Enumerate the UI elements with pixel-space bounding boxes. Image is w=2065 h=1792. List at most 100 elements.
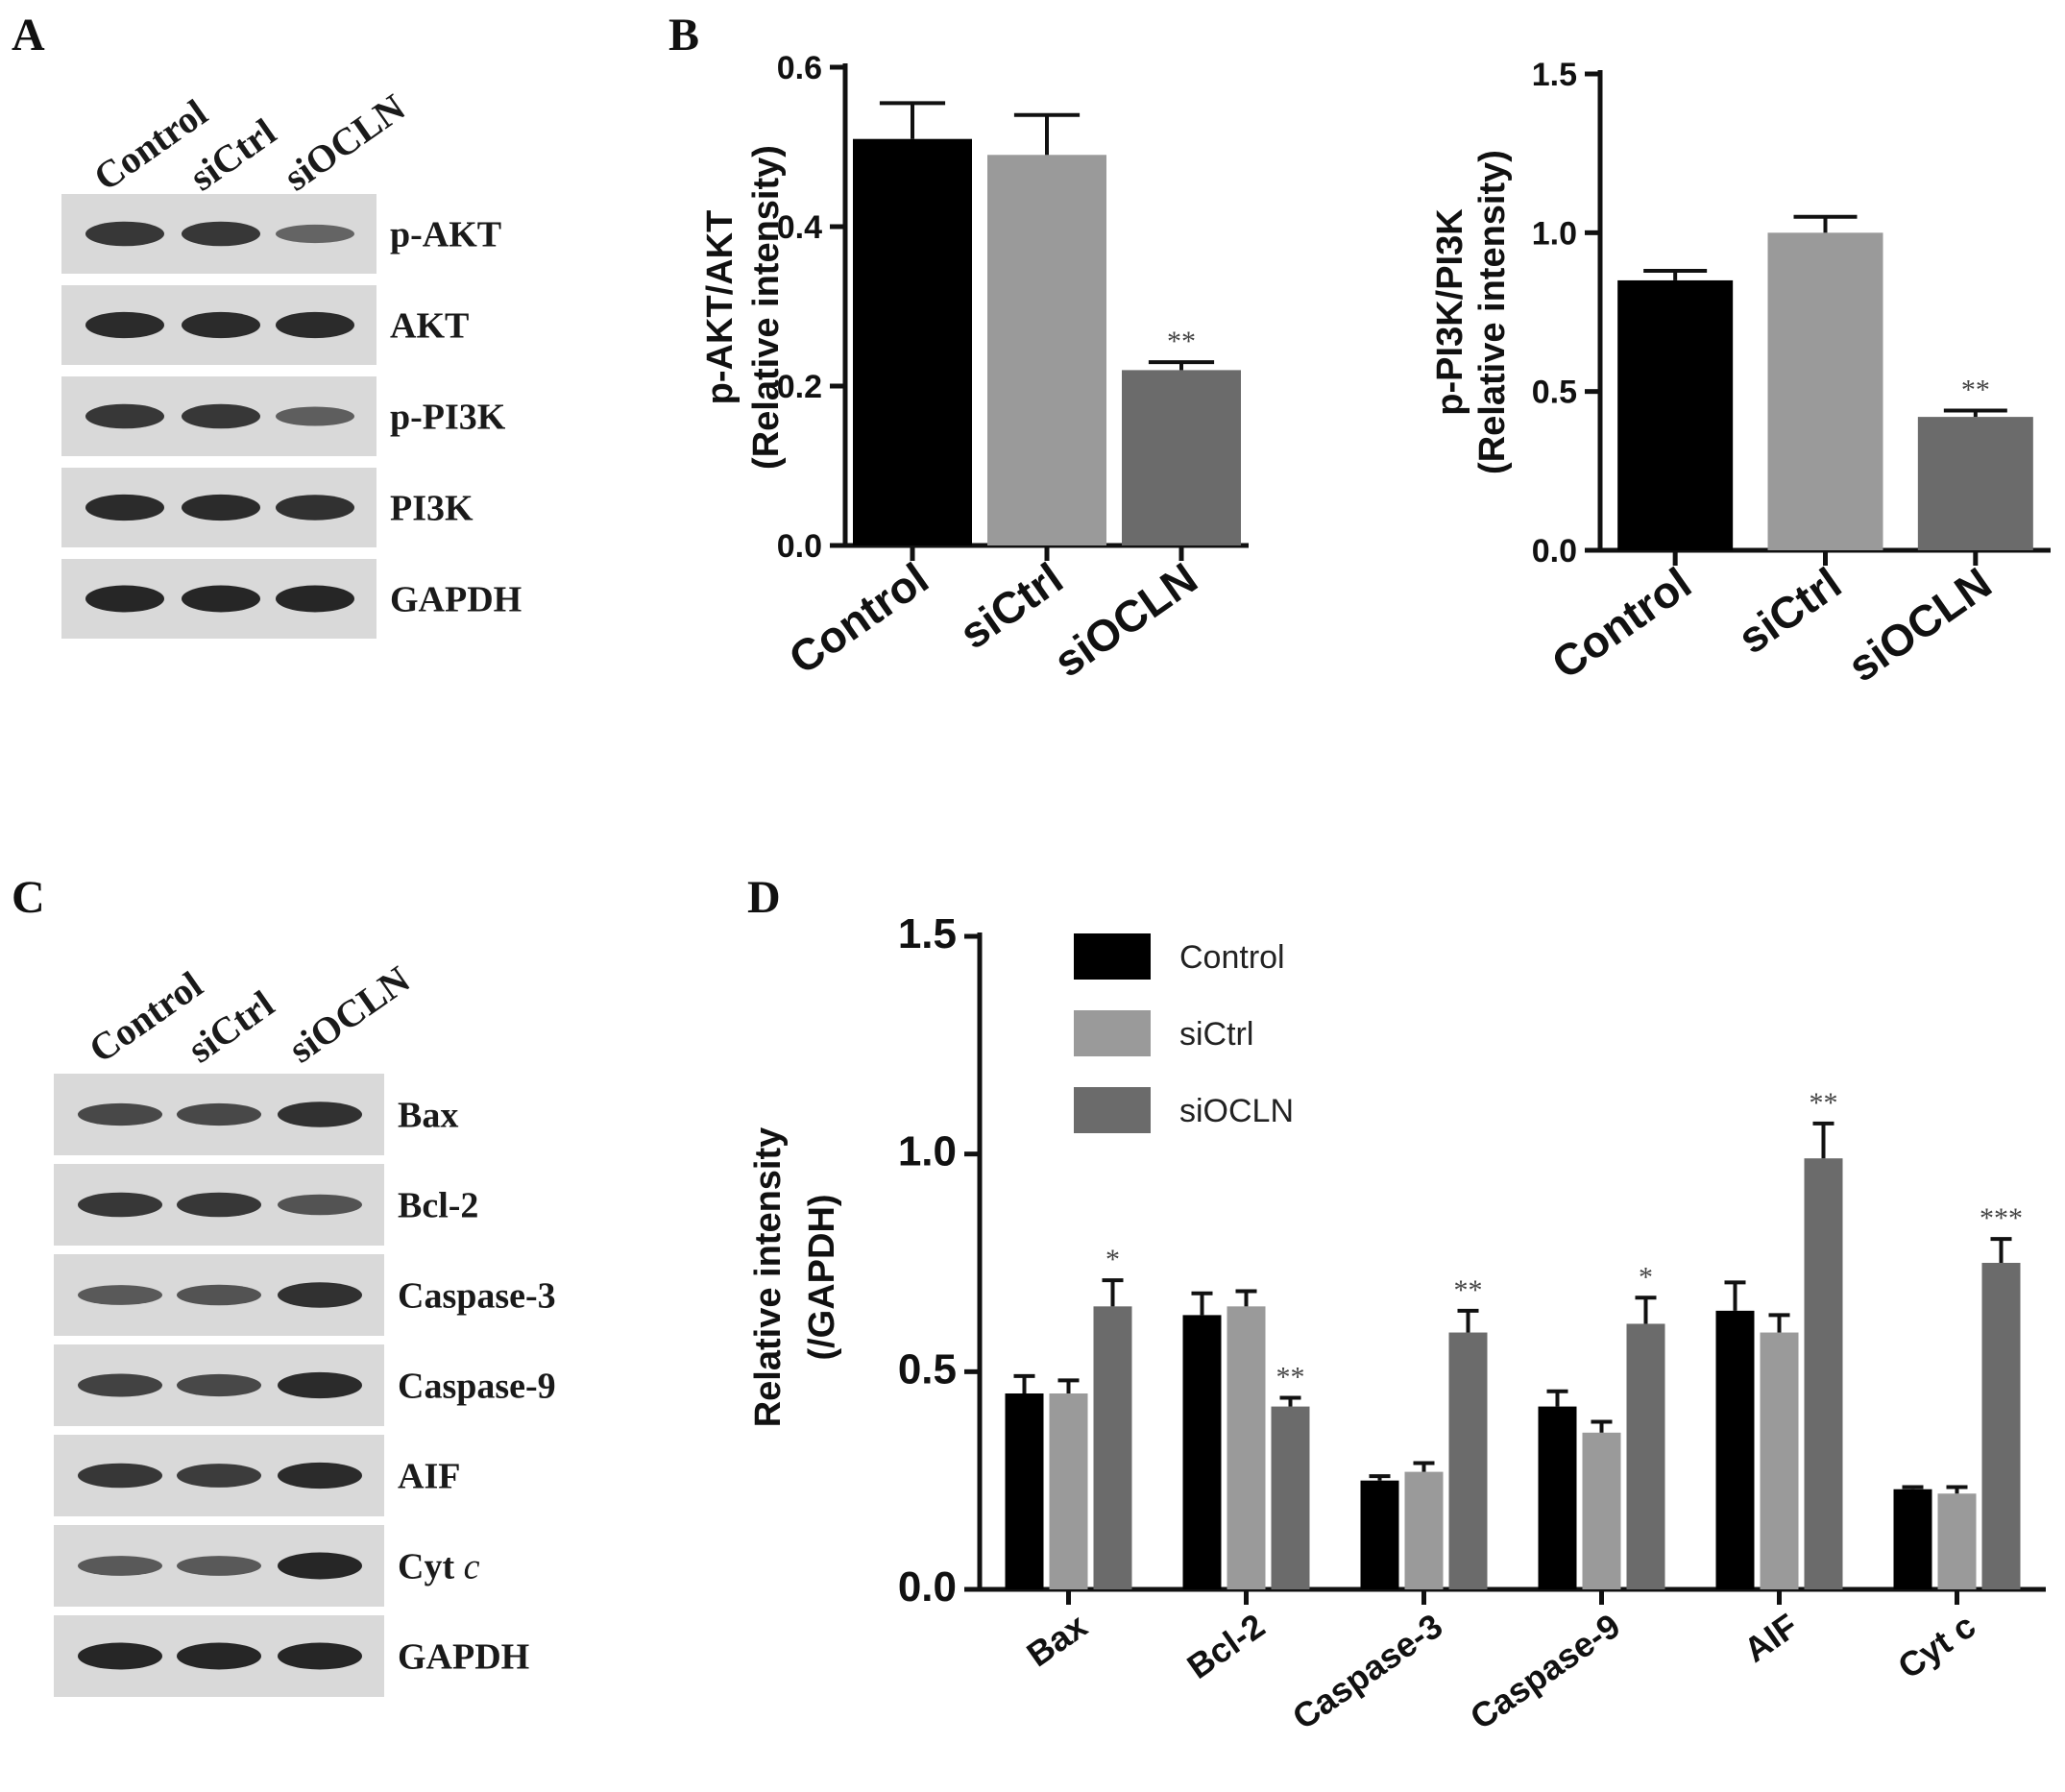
bar-cyt-c-control — [1893, 1489, 1932, 1589]
significance-cyt-c: *** — [1980, 1202, 2023, 1234]
bar-siocln — [1122, 370, 1241, 545]
lane-label-control: Control — [81, 962, 209, 1071]
significance-aif: ** — [1810, 1087, 1838, 1119]
band-gapdh-control — [85, 585, 164, 613]
protein-label-p-akt: p-AKT — [390, 215, 501, 255]
x-tick-label-control: Control — [1543, 558, 1700, 689]
y-tick-label-2: 1.0 — [898, 1128, 957, 1175]
significance-bax: * — [1105, 1244, 1120, 1275]
band-gapdh-control — [78, 1642, 162, 1670]
x-tick-label-caspase-3: Caspase-3 — [1285, 1606, 1449, 1737]
y-tick-label-3: 0.6 — [777, 50, 822, 86]
band-p-akt-sictrl — [182, 221, 260, 247]
bar-bcl-2-sictrl — [1227, 1306, 1266, 1589]
x-tick-label-sictrl: siCtrl — [1729, 558, 1850, 664]
panel-label-b: B — [668, 10, 699, 61]
protein-label-p-pi3k: p-PI3K — [390, 398, 506, 438]
protein-label-main: Cyt — [398, 1547, 464, 1587]
band-gapdh-sictrl — [182, 585, 260, 613]
protein-label-aif: AIF — [398, 1457, 460, 1497]
bar-cyt-c-siocln — [1981, 1263, 2021, 1589]
y-axis-label-line-0: Relative intensity — [748, 1127, 789, 1428]
x-tick-label-cyt-c: Cyt c — [1890, 1606, 1982, 1686]
legend-label-control: Control — [1179, 939, 1285, 976]
y-tick-label-0: 0.0 — [777, 528, 822, 565]
x-tick-label-aif: AIF — [1737, 1606, 1805, 1670]
protein-label-gapdh: GAPDH — [398, 1637, 529, 1678]
y-axis-label-line-1: (Relative intensity) — [1472, 150, 1513, 474]
chart-p-akt: 0.0 0.2 0.4 0.6 p-AKT/AKT (Relative intensity… — [700, 50, 1249, 687]
protein-label-caspase-3: Caspase-3 — [398, 1276, 556, 1317]
significance-caspase-3: ** — [1454, 1274, 1483, 1306]
bar-sictrl — [1767, 232, 1883, 551]
band-akt-sictrl — [182, 311, 260, 339]
protein-label-italic: c — [464, 1547, 480, 1587]
bar-control — [853, 138, 972, 545]
significance-bcl-2: ** — [1276, 1362, 1305, 1393]
bar-aif-control — [1715, 1310, 1755, 1589]
y-tick-label-2: 0.4 — [777, 209, 822, 246]
protein-label-akt: AKT — [390, 306, 469, 347]
bar-caspase-3-siocln — [1448, 1332, 1488, 1589]
protein-label-caspase-9: Caspase-9 — [398, 1367, 556, 1407]
bar-bax-siocln — [1093, 1306, 1132, 1589]
band-caspase-3-sictrl — [177, 1284, 261, 1306]
legend-swatch-siocln — [1074, 1087, 1151, 1133]
legend-swatch-control — [1074, 933, 1151, 980]
band-caspase-9-control — [78, 1373, 162, 1397]
protein-label-pi3k: PI3K — [390, 489, 474, 529]
band-aif-siocln — [278, 1462, 362, 1489]
bar-sictrl — [987, 155, 1106, 546]
legend-label-siocln: siOCLN — [1179, 1093, 1294, 1129]
protein-label-bax: Bax — [398, 1096, 458, 1136]
band-bcl-2-control — [78, 1192, 162, 1218]
bar-bcl-2-siocln — [1271, 1406, 1310, 1589]
band-p-pi3k-siocln — [276, 406, 354, 426]
protein-label-gapdh: GAPDH — [390, 580, 522, 620]
x-tick-label-siocln: siOCLN — [1045, 553, 1206, 687]
band-cyt-c-siocln — [278, 1552, 362, 1580]
protein-label-bcl-2: Bcl-2 — [398, 1186, 478, 1226]
panel-label-a: A — [12, 10, 45, 61]
band-p-pi3k-sictrl — [182, 403, 260, 429]
significance-caspase-9: * — [1639, 1261, 1653, 1293]
bar-siocln — [1917, 417, 2033, 550]
bar-bcl-2-control — [1182, 1315, 1222, 1589]
band-pi3k-control — [85, 494, 164, 521]
legend-swatch-sictrl — [1074, 1010, 1151, 1056]
y-tick-label-0: 0.0 — [1532, 533, 1577, 569]
panel-label-d: D — [747, 872, 781, 923]
x-tick-label-control: Control — [780, 553, 937, 684]
panel-a-western-blot: ControlsiCtrlsiOCLNp-AKTAKTp-PI3KPI3KGAP… — [61, 85, 522, 639]
band-gapdh-siocln — [276, 585, 354, 613]
panel-label-c: C — [12, 872, 45, 923]
y-tick-label-1: 0.5 — [1532, 375, 1577, 411]
bar-caspase-9-sictrl — [1582, 1432, 1621, 1589]
band-gapdh-siocln — [278, 1642, 362, 1670]
y-tick-label-3: 1.5 — [1532, 57, 1577, 93]
bar-caspase-9-control — [1538, 1406, 1577, 1589]
y-tick-label-1: 0.2 — [777, 369, 822, 405]
band-akt-control — [85, 311, 164, 339]
band-p-akt-control — [85, 221, 164, 247]
bar-caspase-3-sictrl — [1404, 1471, 1444, 1589]
chart-apoptosis-proteins: 0.0 0.5 1.0 1.5 Relative intensity (/GAPDH) * B… — [748, 910, 2046, 1737]
significance-siocln: ** — [1167, 326, 1196, 357]
x-tick-label-caspase-9: Caspase-9 — [1463, 1606, 1627, 1737]
significance-siocln: ** — [1961, 375, 1990, 406]
y-axis-label-line-0: p-AKT/AKT — [700, 210, 741, 405]
bar-bax-control — [1005, 1393, 1044, 1589]
band-aif-control — [78, 1463, 162, 1489]
y-axis-label-line-1: (/GAPDH) — [802, 1194, 842, 1360]
band-akt-siocln — [276, 311, 354, 339]
band-cyt-c-sictrl — [177, 1556, 261, 1576]
y-tick-label-2: 1.0 — [1532, 215, 1577, 252]
band-bax-siocln — [278, 1102, 362, 1127]
band-p-akt-siocln — [276, 224, 354, 244]
bar-bax-sictrl — [1049, 1393, 1088, 1589]
y-axis-label-line-1: (Relative intensity) — [746, 145, 787, 470]
band-pi3k-siocln — [276, 495, 354, 521]
band-gapdh-sictrl — [177, 1642, 261, 1670]
